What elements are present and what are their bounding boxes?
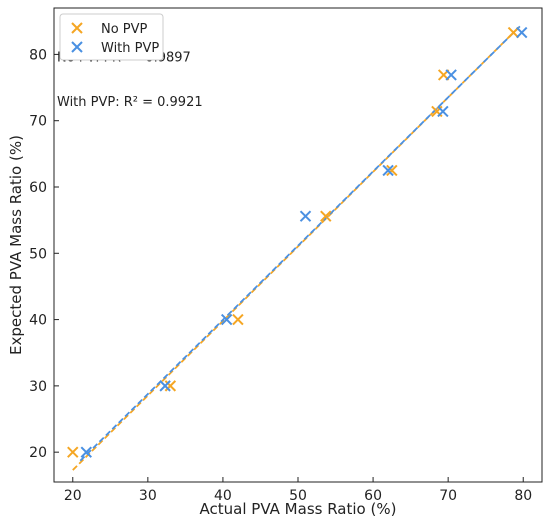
point-with-pvp <box>220 313 233 326</box>
legend-marker-with-pvp <box>71 41 83 53</box>
y-tick-label: 70 <box>29 114 47 130</box>
y-tick-label: 30 <box>29 379 47 395</box>
x-tick-label: 40 <box>214 488 232 504</box>
x-axis-title: Actual PVA Mass Ratio (%) <box>200 500 397 518</box>
legend-marker-no-pvp <box>71 22 83 34</box>
point-no-pvp <box>164 380 177 392</box>
x-tick-label: 70 <box>439 488 457 504</box>
y-tick-label: 60 <box>29 180 47 196</box>
point-with-pvp <box>516 26 528 39</box>
x-tick-label: 80 <box>514 488 532 504</box>
y-tick-label: 20 <box>29 445 47 461</box>
y-axis-title: Expected PVA Mass Ratio (%) <box>7 135 25 355</box>
fit-line-no-pvp <box>72 25 521 471</box>
r-squared-annotation: With PVP: R² = 0.9921 <box>57 95 203 110</box>
x-tick-label: 20 <box>64 488 82 504</box>
x-ticks: 20 30 40 50 60 70 80 <box>64 477 532 504</box>
point-with-pvp <box>159 380 171 392</box>
point-with-pvp <box>80 446 92 458</box>
legend-box <box>59 13 164 61</box>
data-points <box>67 26 528 458</box>
y-tick-label: 40 <box>29 313 47 329</box>
point-no-pvp <box>386 164 398 177</box>
legend-label-no-pvp: No PVP <box>101 22 148 37</box>
point-no-pvp <box>320 210 332 222</box>
point-with-pvp <box>445 69 457 81</box>
point-no-pvp <box>507 26 520 39</box>
x-tick-label: 60 <box>364 488 382 504</box>
y-tick-label: 80 <box>29 47 47 63</box>
fit-line-with-pvp <box>79 23 523 462</box>
point-with-pvp <box>437 105 449 118</box>
x-tick-label: 30 <box>139 488 157 504</box>
fit-lines <box>72 23 523 471</box>
y-ticks: 20 30 40 50 60 70 80 <box>29 47 59 461</box>
x-tick-label: 50 <box>289 488 307 504</box>
point-no-pvp <box>232 313 244 326</box>
point-no-pvp <box>67 446 79 458</box>
point-with-pvp <box>382 164 394 177</box>
y-tick-label: 50 <box>29 246 47 262</box>
point-with-pvp <box>299 210 312 222</box>
legend: No PVP With PVP <box>59 13 164 61</box>
legend-label-with-pvp: With PVP <box>101 41 159 56</box>
